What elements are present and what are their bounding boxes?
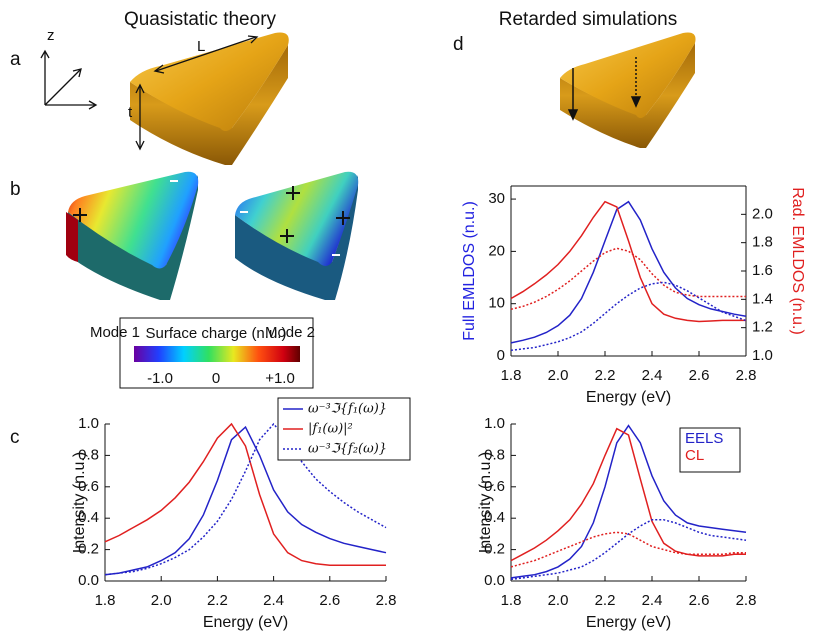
panel-label: c [10, 427, 20, 448]
colorbar-tick-label: +1.0 [265, 370, 295, 387]
y-tick-label: 20 [488, 242, 505, 259]
x-tick-label: 2.0 [548, 367, 569, 384]
y-axis-label: Intensity (n.u.) [71, 452, 88, 553]
legend-label: ω⁻³ℑ{f₁(ω)} [308, 402, 387, 417]
x-tick-label: 2.4 [263, 592, 284, 609]
colorbar-title: Surface charge (n.u.) [146, 325, 287, 342]
x-tick-label: 1.8 [95, 592, 116, 609]
y-axis-label: Intensity (n.u.) [477, 452, 494, 553]
x-tick-label: 2.8 [736, 592, 757, 609]
colorbar-tick-label: -1.0 [147, 370, 173, 387]
colorbar [134, 346, 300, 362]
panel-title: Retarded simulations [499, 9, 677, 30]
y2-tick-label: 1.6 [752, 262, 773, 279]
legend-label: ω⁻³ℑ{f₂(ω)} [308, 442, 387, 457]
x-axis-label: Energy (eV) [586, 389, 671, 406]
nanoprism [560, 32, 696, 148]
panel-label: b [10, 179, 21, 200]
y2-tick-label: 2.0 [752, 205, 773, 222]
colorbar-tick-label: 0 [212, 370, 220, 387]
x-tick-label: 2.2 [207, 592, 228, 609]
series-line [511, 202, 746, 322]
y-tick-label: 30 [488, 190, 505, 207]
x-tick-label: 2.4 [642, 367, 663, 384]
x-axis-label: Energy (eV) [586, 614, 671, 631]
x-tick-label: 1.8 [501, 367, 522, 384]
y-tick-label: 1.0 [78, 415, 99, 432]
panel-label: a [10, 49, 21, 70]
x-tick-label: 2.6 [689, 592, 710, 609]
y-tick-label: 10 [488, 295, 505, 312]
y2-axis-label: Rad. EMLDOS (n.u.) [789, 187, 806, 335]
y-tick-label: 1.0 [484, 415, 505, 432]
x-tick-label: 1.8 [501, 592, 522, 609]
x-tick-label: 2.4 [642, 592, 663, 609]
x-tick-label: 2.2 [595, 592, 616, 609]
axes-icon [41, 51, 96, 109]
legend-label: CL [685, 447, 704, 464]
x-tick-label: 2.8 [376, 592, 397, 609]
y-tick-label: 0.0 [78, 572, 99, 589]
legend-label: EELS [685, 430, 723, 447]
series-line [511, 520, 746, 580]
x-axis-label: Energy (eV) [203, 614, 288, 631]
y-axis-label: Full EMLDOS (n.u.) [461, 201, 478, 341]
dimension-label: L [197, 38, 205, 55]
legend-label: |f₁(ω)|² [308, 422, 353, 437]
x-tick-label: 2.2 [595, 367, 616, 384]
series-line [511, 282, 746, 350]
mode-label: Mode 1 [90, 324, 140, 341]
axis-letter: z [47, 27, 55, 44]
series-line [511, 248, 746, 309]
x-tick-label: 2.8 [736, 367, 757, 384]
figure: Quasistatic theory Retarded simulations … [0, 0, 814, 634]
y-tick-label: 0 [497, 347, 505, 364]
panel-label: d [453, 34, 464, 55]
panel-title: Quasistatic theory [124, 9, 277, 30]
series-line [511, 532, 746, 567]
x-tick-label: 2.6 [689, 367, 710, 384]
y-tick-label: 0.0 [484, 572, 505, 589]
x-tick-label: 2.6 [319, 592, 340, 609]
mode-map [66, 172, 358, 300]
x-tick-label: 2.0 [151, 592, 172, 609]
y2-tick-label: 1.2 [752, 319, 773, 336]
y2-tick-label: 1.0 [752, 347, 773, 364]
y2-tick-label: 1.4 [752, 290, 773, 307]
page: Quasistatic theory Retarded simulations … [0, 0, 814, 634]
x-tick-label: 2.0 [548, 592, 569, 609]
y2-tick-label: 1.8 [752, 234, 773, 251]
